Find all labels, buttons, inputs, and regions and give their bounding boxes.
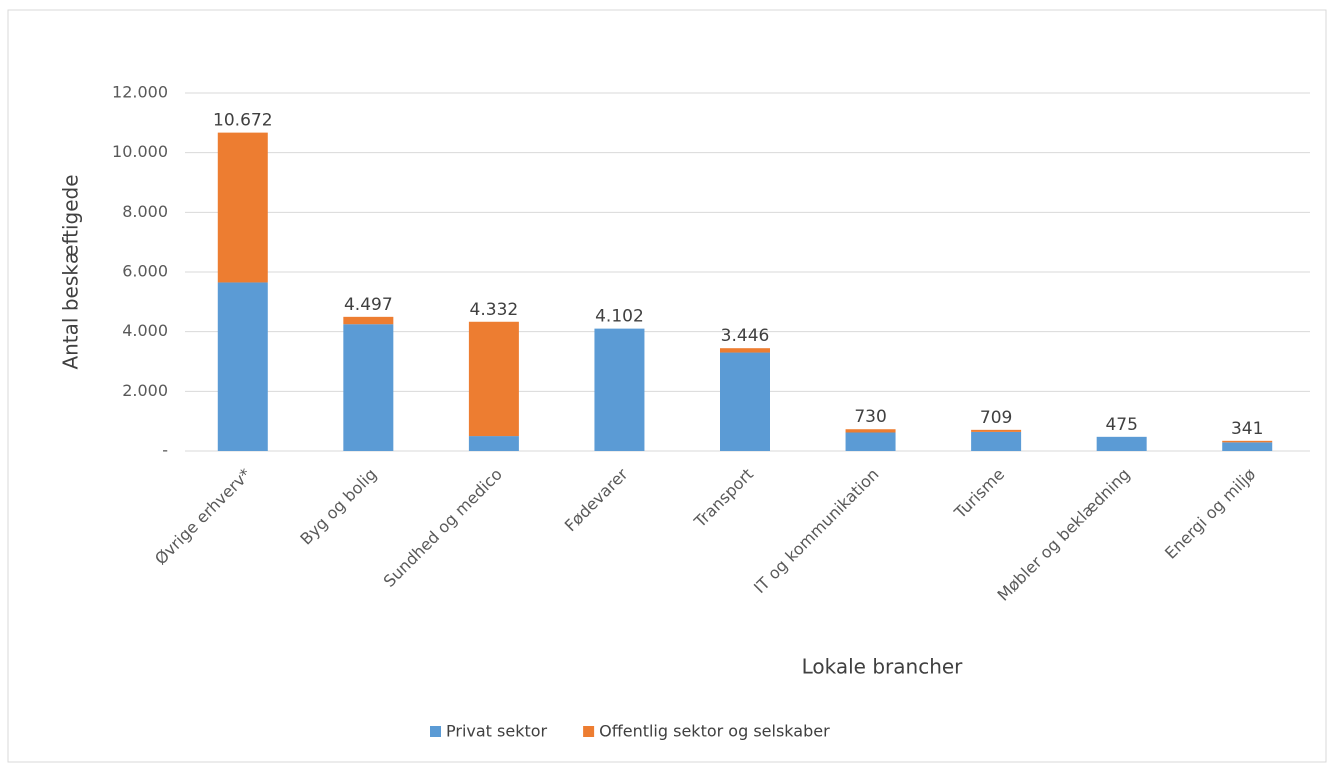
total-label: 341 — [1231, 419, 1263, 439]
x-tick-label: Turisme — [950, 465, 1008, 523]
bar-segment — [845, 432, 896, 451]
chart-frame — [7, 9, 1327, 763]
total-label: 730 — [854, 407, 886, 427]
bar-segment — [971, 429, 1022, 432]
x-tick-label: Transport — [690, 465, 757, 532]
x-tick-label: Fødevarer — [561, 464, 632, 535]
bar-segment — [1222, 442, 1273, 451]
x-tick-label: Energi og miljø — [1161, 464, 1259, 562]
y-tick-label: 6.000 — [122, 262, 168, 281]
bar-segment — [971, 431, 1022, 451]
bar-segment — [720, 348, 770, 353]
total-label: 4.102 — [595, 307, 644, 327]
y-tick-label: - — [162, 441, 168, 460]
bar-segment — [468, 321, 519, 437]
y-tick-label: 4.000 — [122, 321, 168, 340]
bar-segment — [217, 132, 268, 283]
y-tick-label: 12.000 — [112, 83, 168, 102]
legend-swatch — [583, 726, 595, 737]
y-tick-label: 2.000 — [122, 381, 168, 400]
x-tick-label: Øvrige erhverv* — [151, 465, 255, 569]
bar-segment — [720, 352, 770, 451]
legend-label: Offentlig sektor og selskaber — [599, 722, 830, 741]
total-label: 4.497 — [344, 295, 393, 315]
total-label: 4.332 — [470, 300, 519, 320]
total-label: 475 — [1105, 415, 1137, 435]
bar-segment — [594, 328, 645, 451]
x-tick-label: IT og kommunikation — [750, 465, 883, 598]
x-axis-title: Lokale brancher — [802, 655, 964, 679]
bar-segment — [1096, 436, 1147, 451]
total-label: 709 — [980, 408, 1012, 428]
bar-segment — [1222, 440, 1273, 443]
x-tick-label: Møbler og beklædning — [994, 465, 1134, 605]
bar-segment — [468, 436, 519, 451]
legend-label: Privat sektor — [446, 722, 548, 741]
bar-segment — [217, 282, 268, 451]
bar-segment — [343, 324, 394, 451]
total-label: 10.672 — [213, 111, 272, 131]
bar-segment — [343, 316, 394, 325]
y-axis-title: Antal beskæftigede — [59, 174, 83, 369]
total-label: 3.446 — [721, 326, 770, 346]
y-tick-label: 8.000 — [122, 202, 168, 221]
x-tick-label: Sundhed og medico — [380, 465, 506, 591]
legend-swatch — [430, 726, 441, 737]
bar-segment — [845, 429, 896, 433]
x-tick-label: Byg og bolig — [296, 465, 380, 549]
y-tick-label: 10.000 — [112, 142, 168, 161]
